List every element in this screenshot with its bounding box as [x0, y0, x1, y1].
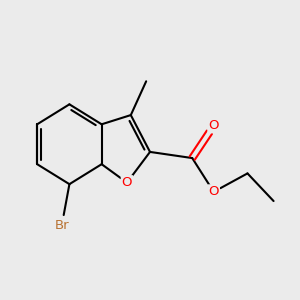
Text: O: O [208, 119, 219, 132]
Text: O: O [122, 176, 132, 189]
Text: Br: Br [54, 219, 69, 232]
Text: O: O [208, 185, 219, 198]
